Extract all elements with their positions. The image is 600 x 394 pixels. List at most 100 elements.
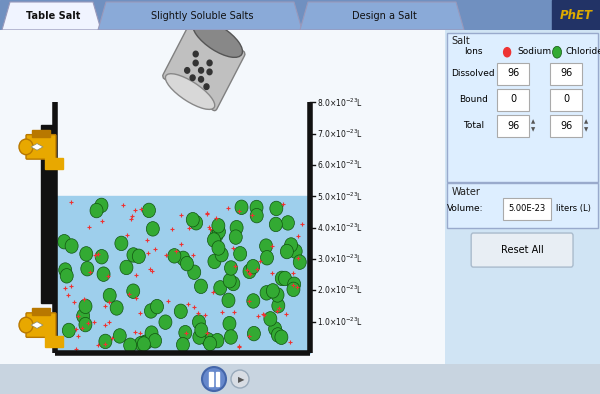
Point: [104, 318, 113, 325]
Bar: [497, 89, 529, 111]
Circle shape: [204, 84, 209, 89]
Text: Total: Total: [463, 121, 484, 130]
Circle shape: [280, 244, 293, 259]
Circle shape: [193, 315, 205, 329]
Circle shape: [293, 255, 306, 269]
Circle shape: [208, 233, 220, 247]
Polygon shape: [31, 322, 43, 329]
Circle shape: [222, 293, 235, 308]
Circle shape: [215, 247, 228, 262]
Bar: [497, 63, 529, 85]
Circle shape: [19, 317, 33, 333]
Circle shape: [212, 225, 226, 239]
Circle shape: [235, 200, 248, 215]
Point: [259, 312, 269, 318]
Circle shape: [190, 216, 203, 230]
Circle shape: [59, 263, 72, 277]
Circle shape: [224, 261, 238, 275]
Circle shape: [250, 200, 263, 215]
Point: [297, 221, 307, 227]
Point: [293, 255, 302, 261]
Circle shape: [224, 330, 238, 344]
Point: [67, 282, 76, 289]
Circle shape: [134, 336, 148, 351]
Point: [90, 251, 100, 258]
FancyBboxPatch shape: [163, 19, 245, 111]
Circle shape: [229, 230, 242, 244]
Point: [275, 305, 284, 311]
Circle shape: [127, 284, 140, 298]
Point: [100, 303, 109, 309]
Point: [267, 243, 277, 249]
Circle shape: [188, 265, 201, 279]
Point: [208, 288, 218, 295]
Text: Slightly Soluble Salts: Slightly Soluble Salts: [151, 11, 253, 21]
Text: 8.0$\mathregular{\times10^{-23}}$L: 8.0$\mathregular{\times10^{-23}}$L: [317, 96, 363, 108]
Circle shape: [181, 256, 193, 271]
Circle shape: [137, 336, 151, 350]
Point: [229, 309, 238, 315]
Point: [288, 270, 298, 276]
Point: [130, 329, 139, 335]
Text: Table Salt: Table Salt: [26, 11, 80, 21]
Point: [181, 330, 191, 336]
Circle shape: [194, 279, 208, 294]
Circle shape: [110, 301, 123, 315]
Circle shape: [212, 241, 225, 255]
Bar: [550, 89, 582, 111]
Circle shape: [65, 239, 78, 253]
Circle shape: [208, 254, 221, 269]
Circle shape: [142, 203, 155, 217]
Point: [292, 284, 302, 290]
Circle shape: [207, 60, 212, 66]
Text: 2.0$\mathregular{\times10^{-23}}$L: 2.0$\mathregular{\times10^{-23}}$L: [317, 284, 363, 296]
Circle shape: [99, 334, 112, 349]
Point: [245, 298, 254, 305]
Circle shape: [168, 249, 181, 263]
Circle shape: [203, 336, 217, 351]
Circle shape: [275, 271, 288, 286]
Circle shape: [103, 288, 116, 303]
Bar: [550, 63, 582, 85]
Circle shape: [202, 367, 226, 391]
Point: [64, 292, 73, 298]
Ellipse shape: [166, 74, 215, 110]
Text: 3.0$\mathregular{\times10^{-23}}$L: 3.0$\mathregular{\times10^{-23}}$L: [317, 253, 363, 265]
Circle shape: [193, 60, 198, 66]
Text: 0: 0: [563, 95, 569, 104]
Bar: [209, 372, 212, 386]
Point: [60, 285, 70, 291]
Text: Reset All: Reset All: [501, 245, 544, 255]
Polygon shape: [98, 2, 302, 30]
Circle shape: [149, 333, 161, 348]
Point: [244, 333, 254, 339]
Circle shape: [193, 330, 206, 344]
Point: [94, 342, 103, 348]
Text: liters (L): liters (L): [556, 204, 590, 213]
Point: [230, 263, 239, 269]
Point: [104, 299, 114, 305]
Point: [200, 312, 210, 319]
Point: [252, 266, 262, 272]
Point: [204, 224, 214, 230]
Point: [253, 313, 263, 320]
Circle shape: [287, 282, 300, 297]
Circle shape: [233, 247, 247, 261]
Circle shape: [120, 260, 133, 275]
Circle shape: [186, 212, 199, 227]
Circle shape: [97, 267, 110, 281]
Point: [242, 267, 251, 273]
Circle shape: [19, 139, 33, 155]
Point: [223, 205, 233, 211]
Circle shape: [127, 248, 140, 262]
Circle shape: [260, 286, 273, 300]
Circle shape: [58, 234, 71, 249]
Circle shape: [231, 370, 249, 388]
Text: 6.0$\mathregular{\times10^{-23}}$L: 6.0$\mathregular{\times10^{-23}}$L: [317, 159, 363, 171]
Point: [94, 251, 103, 257]
Point: [268, 270, 277, 277]
Text: Sodium: Sodium: [517, 47, 551, 56]
Point: [218, 309, 227, 315]
Circle shape: [266, 284, 280, 298]
FancyBboxPatch shape: [447, 33, 598, 182]
